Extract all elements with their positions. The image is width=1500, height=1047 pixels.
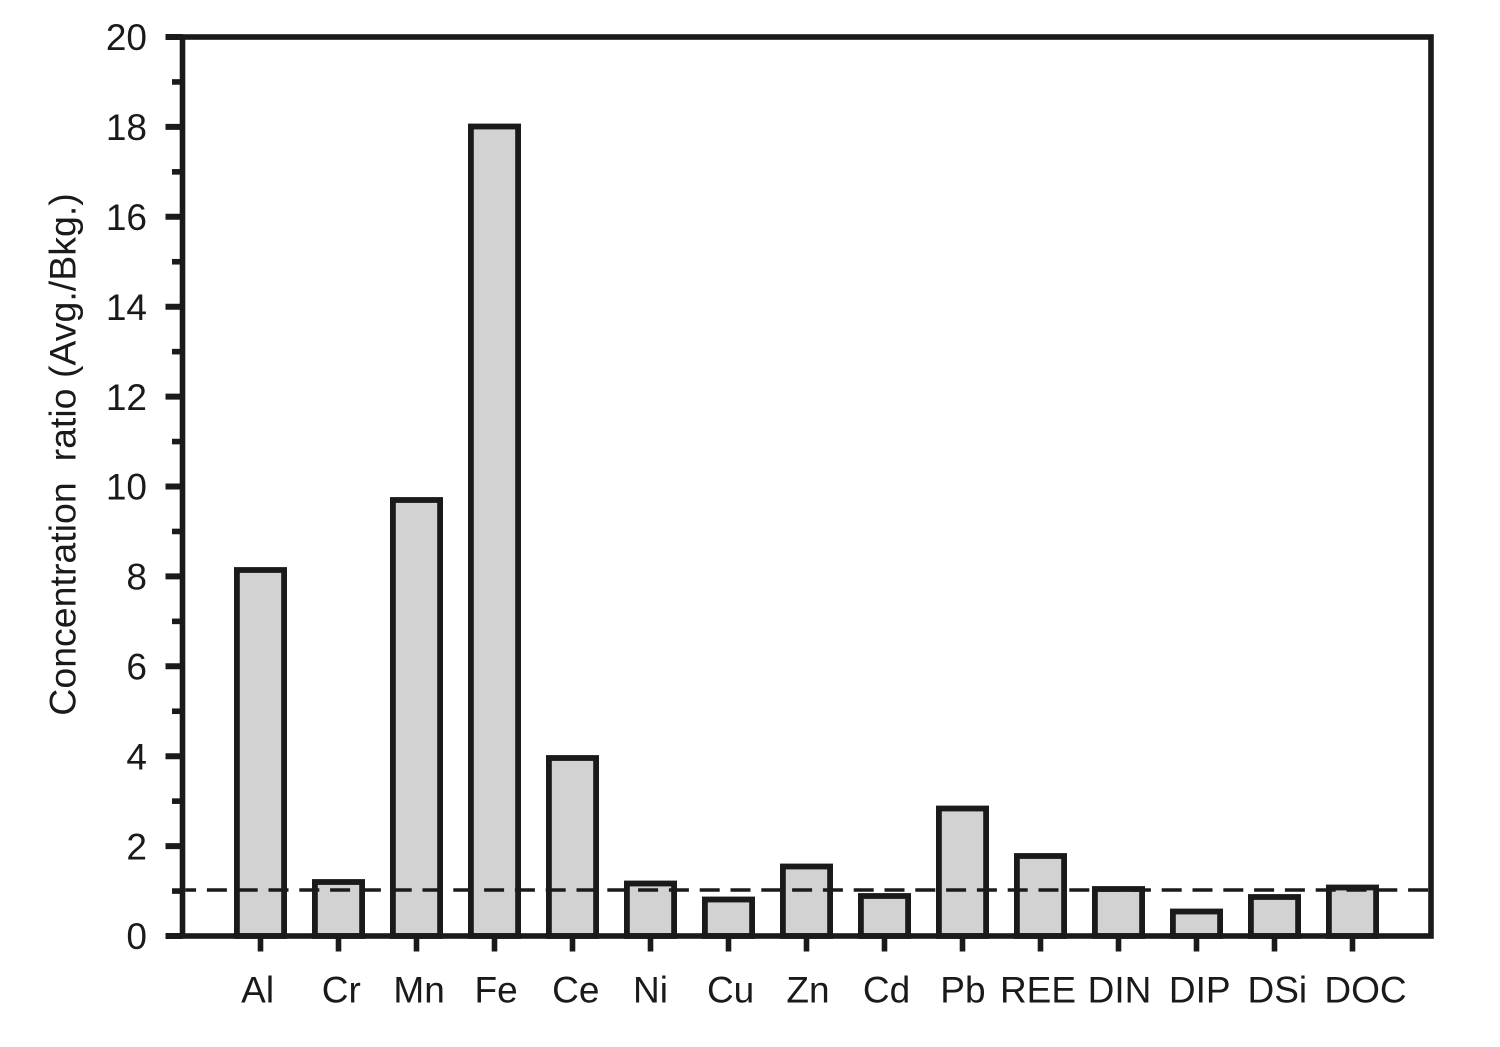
- svg-text:2: 2: [126, 826, 147, 867]
- svg-text:12: 12: [106, 377, 147, 418]
- svg-text:6: 6: [126, 647, 147, 688]
- svg-text:DIN: DIN: [1088, 970, 1152, 1011]
- svg-text:DSi: DSi: [1247, 970, 1307, 1011]
- svg-text:4: 4: [126, 736, 147, 777]
- svg-text:Ce: Ce: [552, 970, 599, 1011]
- svg-text:Pb: Pb: [940, 970, 985, 1011]
- svg-text:Mn: Mn: [393, 970, 444, 1011]
- svg-text:Zn: Zn: [786, 970, 829, 1011]
- svg-text:14: 14: [106, 287, 147, 328]
- svg-text:Cu: Cu: [707, 970, 754, 1011]
- svg-text:DIP: DIP: [1169, 970, 1231, 1011]
- svg-text:18: 18: [106, 107, 147, 148]
- svg-text:REE: REE: [1000, 970, 1076, 1011]
- svg-text:Fe: Fe: [475, 970, 518, 1011]
- svg-text:Al: Al: [241, 970, 274, 1011]
- svg-text:DOC: DOC: [1324, 970, 1406, 1011]
- svg-text:16: 16: [106, 197, 147, 238]
- svg-text:20: 20: [106, 17, 147, 58]
- svg-text:Ni: Ni: [633, 970, 668, 1011]
- svg-text:8: 8: [126, 557, 147, 598]
- svg-text:Cr: Cr: [322, 970, 361, 1011]
- svg-text:Concentration ratio (Avg./Bkg: Concentration ratio (Avg./Bkg.): [42, 193, 84, 715]
- svg-text:Cd: Cd: [863, 970, 910, 1011]
- svg-text:0: 0: [126, 916, 147, 957]
- svg-text:10: 10: [106, 467, 147, 508]
